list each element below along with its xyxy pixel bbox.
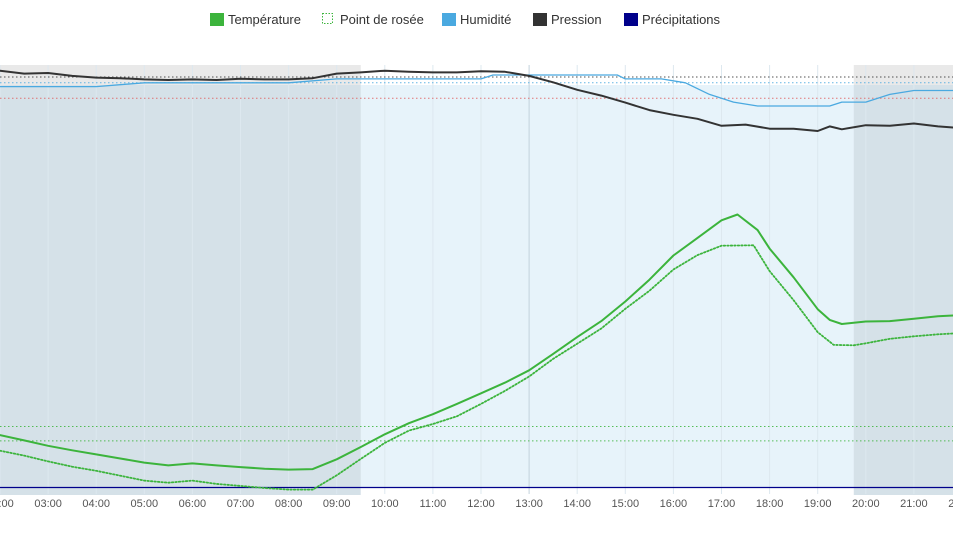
tick-label: 07:00 xyxy=(227,498,255,510)
x-axis-tick-labels: 02:00 03:00 04:00 05:00 06:00 07:00 08:00 09:00… xyxy=(0,498,953,510)
legend-item-pression[interactable]: Pression xyxy=(533,12,602,27)
night-shading-top xyxy=(853,65,953,85)
legend-swatch xyxy=(322,13,333,24)
legend: Température Point de rosée Humidité Pressio… xyxy=(210,12,721,27)
tick-label: 10:00 xyxy=(371,498,399,510)
legend-label: Point de rosée xyxy=(340,12,424,27)
tick-label: 13:00 xyxy=(515,498,543,510)
legend-swatch xyxy=(533,13,547,26)
legend-label: Précipitations xyxy=(642,12,721,27)
tick-label: 17:00 xyxy=(708,498,736,510)
tick-label: 12:00 xyxy=(467,498,495,510)
tick-label: 04:00 xyxy=(82,498,110,510)
legend-label: Température xyxy=(228,12,301,27)
legend-item-humidite[interactable]: Humidité xyxy=(442,12,511,27)
tick-label: 21:00 xyxy=(900,498,928,510)
tick-label: 02:00 xyxy=(0,498,14,510)
night-shading xyxy=(0,85,361,495)
tick-label: 06:00 xyxy=(179,498,207,510)
vertical-gridlines xyxy=(0,65,915,494)
legend-swatch xyxy=(624,13,638,26)
legend-label: Humidité xyxy=(460,12,511,27)
series-line-pression xyxy=(0,69,953,132)
series-lines xyxy=(0,69,953,491)
tick-label: 19:00 xyxy=(804,498,832,510)
tick-label: 03:00 xyxy=(34,498,62,510)
tick-label: 16:00 xyxy=(660,498,688,510)
tick-label: 20:00 xyxy=(852,498,880,510)
series-line-point-de-rosee xyxy=(0,244,953,491)
tick-label: 09:00 xyxy=(323,498,351,510)
legend-item-temperature[interactable]: Température xyxy=(210,12,301,27)
legend-swatch xyxy=(442,13,456,26)
tick-label: 11:00 xyxy=(420,498,447,510)
legend-swatch xyxy=(210,13,224,26)
legend-item-point-de-rosee[interactable]: Point de rosée xyxy=(322,12,424,27)
legend-label: Pression xyxy=(551,12,602,27)
legend-item-precipitations[interactable]: Précipitations xyxy=(624,12,721,27)
reference-lines xyxy=(0,76,953,442)
series-line-humidite xyxy=(0,74,953,107)
tick-label: 22:00 xyxy=(948,498,953,510)
night-shading xyxy=(853,85,953,495)
tick-label: 05:00 xyxy=(131,498,159,510)
tick-label: 18:00 xyxy=(756,498,784,510)
tick-label: 08:00 xyxy=(275,498,303,510)
tick-label: 15:00 xyxy=(612,498,640,510)
tick-label: 14:00 xyxy=(563,498,591,510)
series-line-temperature xyxy=(0,213,953,471)
night-shading-top xyxy=(0,65,361,85)
